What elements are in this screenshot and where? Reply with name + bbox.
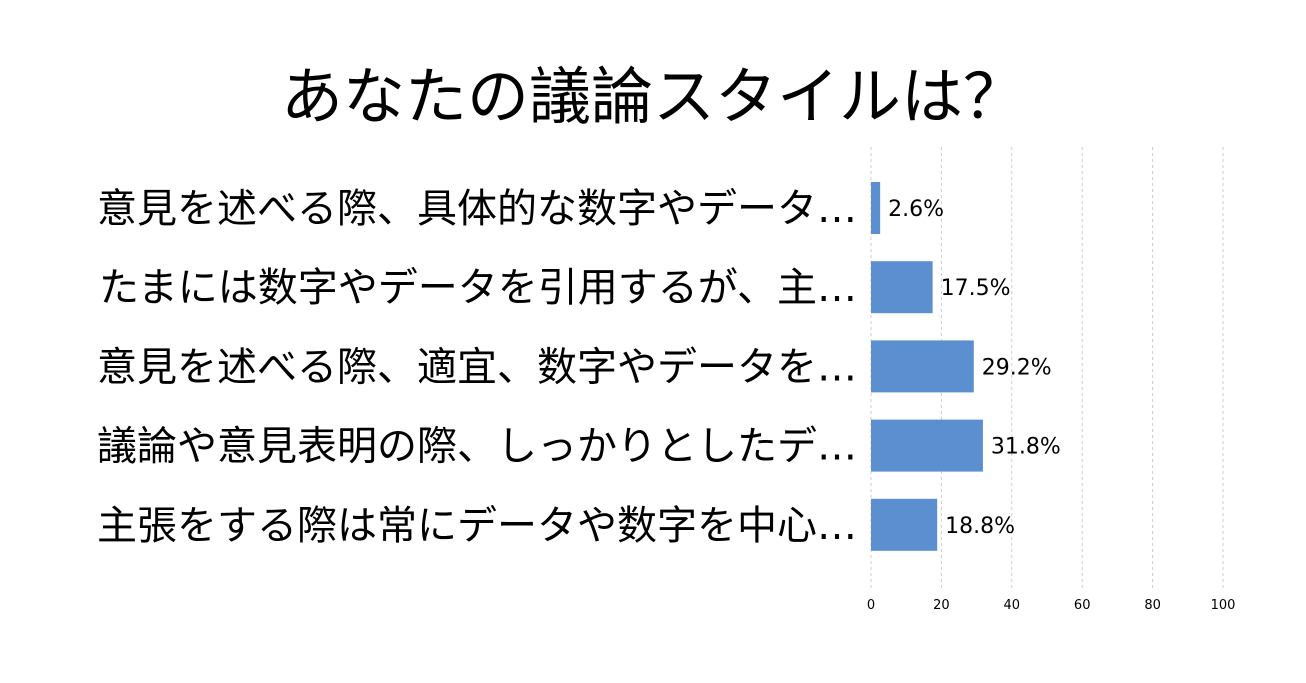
value-label: 29.2% [982,355,1052,380]
value-label: 18.8% [945,514,1015,539]
category-label: たまには数字やデータを引用するが、主… [99,265,857,311]
bar [871,182,881,234]
category-label: 意見を述べる際、適宜、数字やデータを… [97,344,857,390]
x-tick-label: 100 [1211,598,1236,613]
value-label: 17.5% [941,276,1011,301]
category-label: 意見を述べる際、具体的な数字やデータ… [97,186,857,232]
bar [871,340,974,393]
x-tick-label: 0 [867,598,875,613]
x-tick-label: 80 [1144,598,1161,613]
bar [871,419,983,472]
value-labels: 2.6% 17.5% 29.2% 31.8% 18.8% [888,197,1061,539]
bar [871,261,933,314]
x-tick-label: 20 [933,598,950,613]
category-labels: 意見を述べる際、具体的な数字やデータ… たまには数字やデータを引用するが、主… 意見… [97,186,857,549]
category-label: 主張をする際は常にデータや数字を中心… [97,503,857,549]
x-axis-ticks: 0 20 40 60 80 100 [867,598,1236,613]
x-tick-label: 60 [1074,598,1091,613]
chart-title: あなたの議論スタイルは？ [280,60,1025,133]
value-label: 2.6% [888,197,944,222]
bars [871,182,983,551]
value-label: 31.8% [991,435,1061,460]
x-tick-label: 40 [1004,598,1021,613]
bar [871,498,938,551]
category-label: 議論や意見表明の際、しっかりとしたデ… [97,424,857,470]
